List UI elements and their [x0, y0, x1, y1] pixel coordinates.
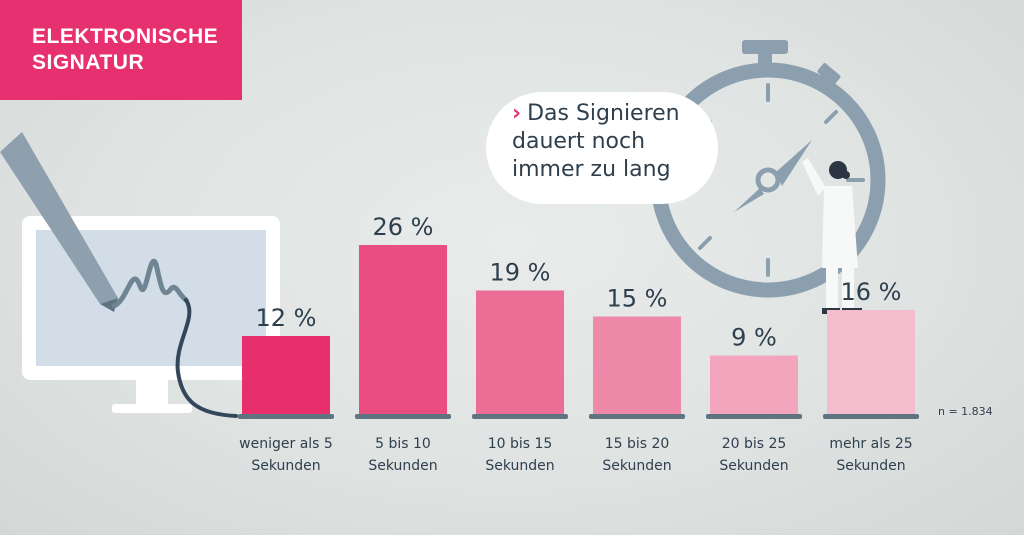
category-label-2-line-1: 5 bis 10 — [375, 436, 431, 452]
cable-icon — [175, 298, 238, 418]
person-icon — [802, 158, 862, 314]
page-title: ELEKTRONISCHE SIGNATUR — [32, 25, 219, 74]
category-label-6-line-2: Sekunden — [836, 458, 905, 474]
bar-1 — [242, 336, 330, 414]
speech-bubble-text: › Das Signieren dauert noch immer zu lang — [512, 100, 712, 184]
speech-bubble — [486, 92, 718, 204]
category-label-4-line-1: 15 bis 20 — [605, 436, 670, 452]
category-label-6-line-1: mehr als 25 — [829, 436, 912, 452]
signature-icon — [111, 258, 189, 309]
speech-bubble-message: Das Signieren dauert noch immer zu lang — [512, 101, 680, 182]
value-label-1: 12 % — [256, 304, 317, 332]
pen-icon — [0, 132, 118, 312]
bar-4 — [593, 316, 681, 414]
monitor-illustration — [22, 216, 280, 413]
value-label-6: 16 % — [841, 278, 902, 306]
category-label-4-line-2: Sekunden — [602, 458, 671, 474]
category-label-3-line-2: Sekunden — [485, 458, 554, 474]
bar-5 — [710, 355, 798, 414]
baseline-segment-4 — [589, 414, 685, 419]
baseline-segment-2 — [355, 414, 451, 419]
value-label-2: 26 % — [373, 213, 434, 241]
sample-size-note: n = 1.834 — [938, 405, 993, 418]
category-label-1-line-2: Sekunden — [251, 458, 320, 474]
bar-chart: 12 % weniger als 5 Sekunden 26 % 5 bis 10 Sek… — [238, 213, 919, 474]
value-label-3: 19 % — [490, 259, 551, 287]
bar-2 — [359, 245, 447, 414]
category-label-5-line-1: 20 bis 25 — [722, 436, 787, 452]
category-label-2-line-2: Sekunden — [368, 458, 437, 474]
title-banner: ELEKTRONISCHE SIGNATUR — [0, 0, 242, 100]
value-label-4: 15 % — [607, 285, 668, 313]
value-label-5: 9 % — [731, 324, 777, 352]
category-label-5-line-2: Sekunden — [719, 458, 788, 474]
bar-3 — [476, 290, 564, 414]
baseline-segment-5 — [706, 414, 802, 419]
baseline-segment-1 — [238, 414, 334, 419]
category-label-1-line-1: weniger als 5 — [239, 436, 333, 452]
bar-6 — [827, 310, 915, 414]
baseline-segment-6 — [823, 414, 919, 419]
chevron-right-icon: › — [512, 101, 522, 126]
category-label-3-line-1: 10 bis 15 — [488, 436, 553, 452]
baseline-segment-3 — [472, 414, 568, 419]
